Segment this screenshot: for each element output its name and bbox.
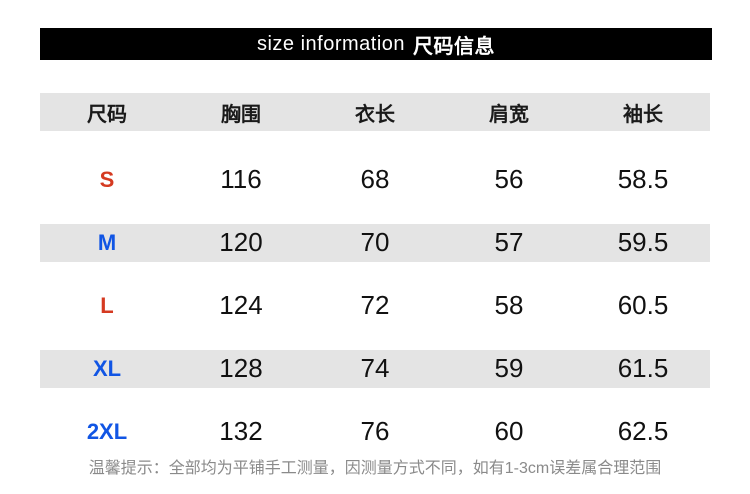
header-cell-sleeve: 袖长 [623,103,663,126]
size-cell: M [97,229,117,255]
value-cell: 62.5 [617,416,669,446]
value-cell: 61.5 [617,353,669,383]
size-cell: S [99,166,115,192]
table-row: M 120 70 57 59.5 [40,211,710,274]
value-cell: 132 [219,416,263,446]
title-bar: size information 尺码信息 [40,28,712,60]
value-cell: 128 [219,353,263,383]
value-cell: 60 [494,416,524,446]
table-row: S 116 68 56 58.5 [40,148,710,211]
value-cell: 116 [220,164,262,194]
size-cell: L [100,292,114,318]
title-text-zh: 尺码信息 [413,35,496,58]
value-cell: 60.5 [617,290,669,320]
size-cell: 2XL [86,418,128,444]
header-cell-length: 衣长 [355,103,395,126]
value-cell: 68 [360,164,390,194]
value-cell: 124 [219,290,263,320]
value-cell: 76 [360,416,390,446]
value-cell: 74 [360,353,390,383]
size-table: 尺码 胸围 衣长 肩宽 袖长 S 116 68 56 58.5 M 120 70… [40,93,710,479]
header-cell-shoulder: 肩宽 [489,103,529,126]
value-cell: 56 [494,164,524,194]
table-header-row: 尺码 胸围 衣长 肩宽 袖长 [40,93,710,131]
value-cell: 59.5 [617,227,669,257]
value-cell: 57 [494,227,524,257]
table-row: 2XL 132 76 60 62.5 [40,400,710,463]
value-cell: 70 [360,227,390,257]
value-cell: 59 [494,353,524,383]
header-cell-chest: 胸围 [221,103,261,126]
measurement-note: 温馨提示：全部均为平铺手工测量，因测量方式不同，如有1-3cm误差属合理范围 [88,460,662,477]
value-cell: 72 [360,290,390,320]
value-cell: 120 [219,227,263,257]
value-cell: 58.5 [617,164,669,194]
size-info-page: size information 尺码信息 尺码 胸围 衣长 肩宽 袖长 S 1… [0,28,750,494]
table-row: XL 128 74 59 61.5 [40,337,710,400]
table-row: L 124 72 58 60.5 [40,274,710,337]
value-cell: 58 [494,290,524,320]
size-cell: XL [92,355,122,381]
header-cell-size: 尺码 [87,103,127,126]
table-body: S 116 68 56 58.5 M 120 70 57 59.5 L 124 … [40,148,710,463]
title-text-en: size information [256,32,406,55]
